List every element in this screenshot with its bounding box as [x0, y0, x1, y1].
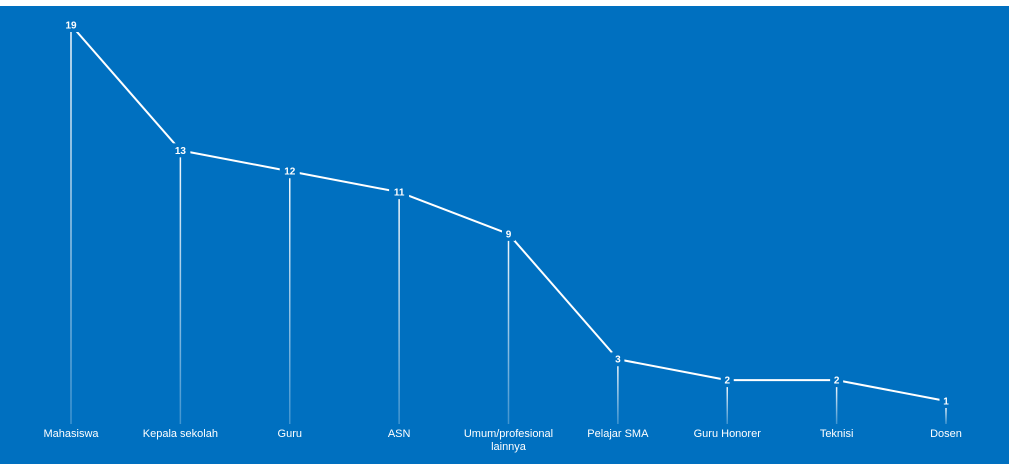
drop-line — [726, 386, 728, 424]
drop-line — [507, 239, 510, 424]
data-point: 12 — [279, 164, 300, 179]
data-label-background — [279, 164, 300, 179]
line-chart: 19 13 12 11 9 3 2 2 1 Mahasiswa Kepala sekolah Gur… — [43, 18, 962, 453]
chart-panel: 19 13 12 11 9 3 2 2 1 Mahasiswa Kepala sekolah Gur… — [0, 6, 1009, 464]
category-labels: Mahasiswa Kepala sekolah Guru ASN Umum/profe… — [43, 428, 961, 453]
drop-line — [289, 177, 291, 424]
data-point: 2 — [830, 373, 844, 388]
series-segment — [179, 149, 291, 173]
series-segment — [507, 232, 619, 361]
category-label: Pelajar SMA — [587, 428, 649, 440]
data-point: 1 — [939, 394, 953, 408]
series-segment — [398, 191, 510, 235]
drop-lines — [70, 31, 947, 425]
data-label-background — [830, 373, 844, 388]
point-labels: 19 13 12 11 9 3 2 2 1 — [61, 18, 953, 408]
data-point: 2 — [720, 373, 734, 388]
data-label: 11 — [394, 188, 405, 199]
data-label-background — [170, 143, 191, 158]
category-label: Kepala sekolah — [143, 428, 218, 440]
category-label: Teknisi — [820, 428, 854, 440]
title-strip — [0, 0, 1009, 6]
drop-line — [70, 31, 72, 424]
drop-line — [945, 407, 947, 424]
series-segment — [288, 170, 401, 194]
data-point: 9 — [502, 226, 515, 241]
category-label: Guru — [278, 428, 302, 440]
drop-line — [617, 365, 619, 424]
data-label: 3 — [615, 355, 621, 366]
data-point: 11 — [389, 185, 410, 200]
category-label: Guru Honorer — [694, 428, 762, 440]
data-label: 19 — [65, 21, 77, 32]
drop-line — [179, 156, 182, 425]
data-label-background — [939, 394, 953, 408]
series-line-group — [70, 24, 947, 402]
category-label: Dosen — [930, 428, 962, 440]
data-label: 2 — [834, 376, 840, 387]
data-point: 3 — [611, 352, 625, 367]
data-label: 12 — [284, 167, 296, 178]
category-label: ASN — [388, 428, 411, 440]
data-label-background — [389, 185, 410, 200]
drop-line — [398, 198, 400, 424]
data-label-background — [502, 226, 515, 241]
category-label: Umum/profesional lainnya — [464, 428, 553, 453]
series-segment — [616, 358, 729, 382]
data-point: 19 — [61, 18, 81, 32]
series-segment — [70, 24, 182, 152]
data-label: 2 — [724, 376, 730, 387]
category-label: Mahasiswa — [43, 428, 99, 440]
data-label-background — [611, 352, 625, 367]
data-label: 1 — [943, 397, 949, 408]
data-label-background — [720, 373, 734, 388]
data-label-background — [61, 18, 81, 32]
data-label: 13 — [175, 146, 187, 157]
series-segment — [835, 379, 947, 402]
data-label: 9 — [506, 229, 512, 240]
data-point: 13 — [170, 143, 191, 158]
drop-line — [835, 386, 838, 424]
